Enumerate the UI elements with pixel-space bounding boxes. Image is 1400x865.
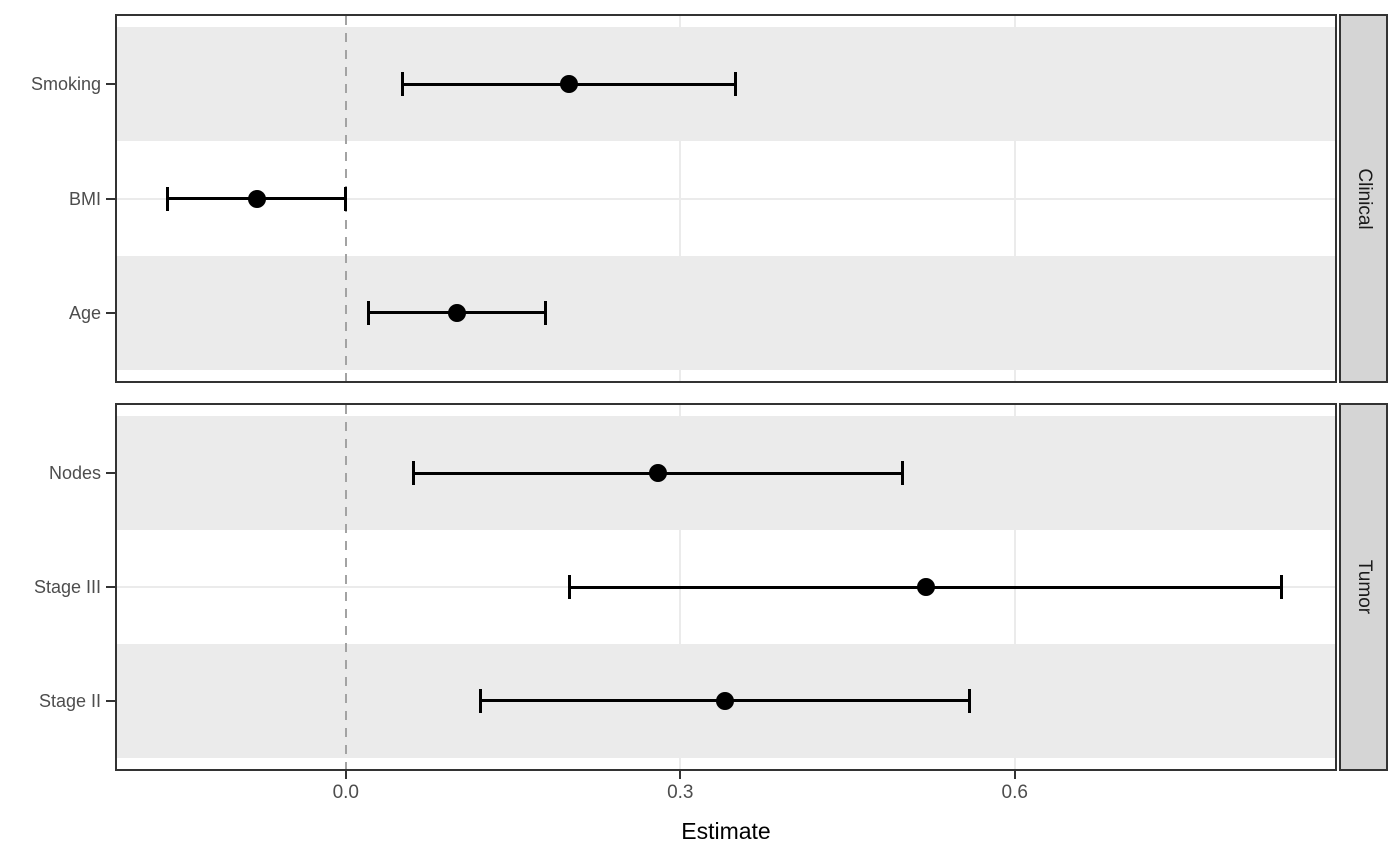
estimate-point: [648, 464, 667, 483]
errorbar-cap-right: [901, 461, 905, 486]
gridline-x: [679, 16, 682, 381]
x-tick-label: 0.0: [332, 782, 359, 803]
errorbar-cap-right: [1280, 575, 1284, 599]
estimate-point: [448, 303, 467, 322]
y-tick-mark: [106, 83, 115, 86]
x-tick-label: 0.3: [667, 782, 694, 803]
x-tick-label: 0.6: [1001, 782, 1028, 803]
errorbar-cap-right: [734, 72, 738, 97]
y-axis-label: BMI: [68, 188, 101, 209]
errorbar-cap-right: [544, 300, 548, 325]
facet-strip-label: Tumor: [1353, 559, 1375, 615]
estimate-point: [715, 691, 734, 710]
y-axis-label: Age: [68, 302, 101, 323]
errorbar-cap-left: [367, 300, 371, 325]
facet-strip: Tumor: [1339, 403, 1388, 771]
facet-strip: Clinical: [1339, 14, 1388, 383]
facet-strip-label: Clinical: [1353, 167, 1375, 230]
errorbar-cap-left: [400, 72, 404, 97]
y-tick-mark: [106, 472, 115, 475]
estimate-point: [247, 189, 266, 208]
errorbar-cap-left: [411, 461, 415, 486]
facet-panel: [115, 14, 1337, 383]
gridline-y: [117, 197, 1335, 200]
x-axis-title: Estimate: [681, 818, 771, 844]
y-tick-mark: [106, 311, 115, 314]
errorbar-cap-left: [567, 575, 571, 599]
y-tick-mark: [106, 586, 115, 588]
x-tick-mark: [344, 771, 347, 779]
errorbar-cap-right: [968, 688, 972, 713]
y-axis-label: Stage II: [38, 690, 101, 711]
errorbar-cap-right: [343, 186, 347, 211]
estimate-point: [916, 578, 935, 596]
y-tick-mark: [106, 197, 115, 200]
y-axis-label: Nodes: [48, 463, 101, 484]
errorbar-cap-left: [166, 186, 170, 211]
x-tick-mark: [679, 771, 682, 779]
gridline-x: [1013, 16, 1016, 381]
estimate-point: [559, 75, 578, 94]
zero-reference-line: [344, 405, 347, 769]
errorbar-cap-left: [478, 688, 482, 713]
y-tick-mark: [106, 699, 115, 702]
y-axis-label: Smoking: [30, 74, 101, 95]
y-axis-label: Stage III: [33, 577, 101, 597]
gridline-y: [117, 311, 1335, 314]
facet-panel: [115, 403, 1337, 771]
x-tick-mark: [1013, 771, 1016, 779]
